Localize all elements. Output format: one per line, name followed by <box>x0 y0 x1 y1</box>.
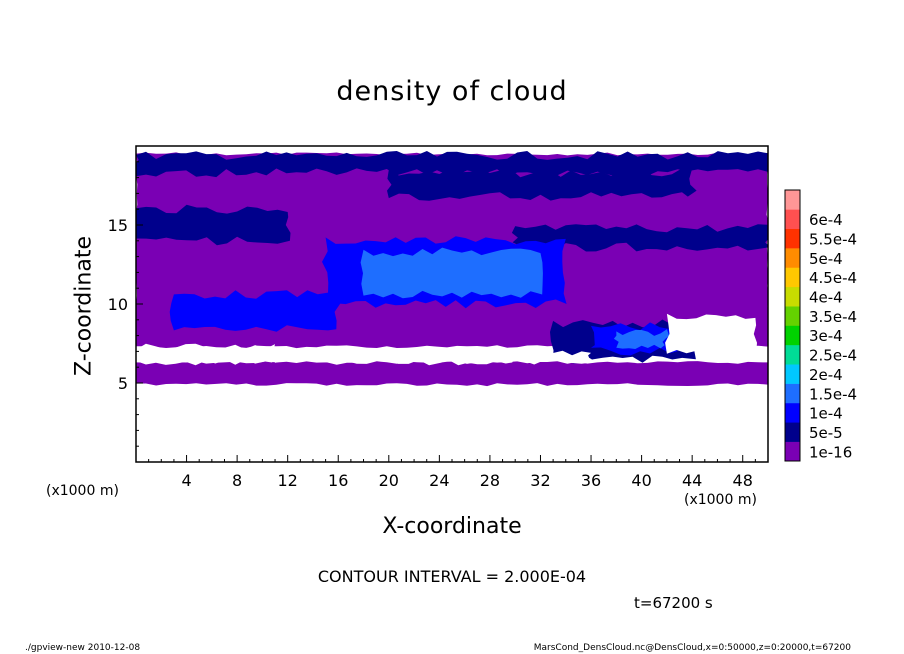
density-region <box>169 290 341 332</box>
colorbar-swatch <box>785 441 800 462</box>
density-region <box>613 329 670 349</box>
x-tick-label: 20 <box>379 471 399 490</box>
density-region <box>511 224 768 252</box>
colorbar-label: 1e-16 <box>809 443 852 461</box>
colorbar-swatch <box>785 402 800 423</box>
density-field <box>136 151 768 387</box>
colorbar-label: 2.5e-4 <box>809 347 857 365</box>
x-tick-label: 8 <box>232 471 242 490</box>
x-tick-label: 24 <box>429 471 449 490</box>
colorbar-label: 2e-4 <box>809 366 843 384</box>
colorbar-swatch <box>785 422 800 442</box>
y-tick-label: 5 <box>118 374 128 393</box>
y-axis-unit-label: (x1000 m) <box>46 483 119 499</box>
x-tick-label: 12 <box>278 471 298 490</box>
contour-interval-text: CONTOUR INTERVAL = 2.000E-04 <box>317 567 587 586</box>
clear-gap <box>275 348 442 366</box>
y-axis: 5 10 15 <box>108 161 143 447</box>
colorbar-swatch <box>785 364 800 384</box>
x-tick-label: 36 <box>581 471 601 490</box>
colorbar-frame <box>784 189 801 462</box>
colorbar-swatch <box>785 306 800 326</box>
x-axis: 4 8 12 16 20 24 28 32 36 40 44 48 <box>148 455 756 490</box>
x-tick-label: 40 <box>631 471 651 490</box>
x-axis-label: X-coordinate <box>382 514 522 539</box>
colorbar-swatch <box>785 383 800 404</box>
colorbar-label: 6e-4 <box>809 211 843 229</box>
chart-title: density of cloud <box>336 76 568 107</box>
x-tick-label: 16 <box>328 471 348 490</box>
colorbar-swatch <box>785 267 800 288</box>
colorbar-label: 1.5e-4 <box>809 385 857 403</box>
clear-gap <box>439 351 516 366</box>
y-tick-label: 15 <box>108 216 128 235</box>
colorbar-label: 5e-5 <box>809 424 843 442</box>
clear-gap <box>665 313 757 354</box>
colorbar-label: 4e-4 <box>809 288 843 306</box>
footer-program-date: ./gpview-new 2010-12-08 <box>25 643 141 653</box>
colorbar-label: 4.5e-4 <box>809 269 857 287</box>
x-tick-label: 48 <box>733 471 753 490</box>
y-axis-label: Z-coordinate <box>71 236 97 376</box>
colorbar-label: 5e-4 <box>809 250 843 268</box>
colorbar-swatch <box>785 190 800 210</box>
colorbar-label: 1e-4 <box>809 405 843 423</box>
colorbar-swatch <box>785 228 800 249</box>
footer-data-source: MarsCond_DensCloud.nc@DensCloud,x=0:5000… <box>533 643 851 653</box>
density-region <box>136 151 768 178</box>
density-region <box>136 361 768 387</box>
colorbar-swatch <box>785 209 800 230</box>
density-region <box>136 204 291 246</box>
colorbar-swatch <box>785 344 800 365</box>
x-axis-unit-label: (x1000 m) <box>684 492 757 508</box>
x-tick-label: 28 <box>480 471 500 490</box>
clear-gap <box>513 350 593 365</box>
colorbar-swatch <box>785 325 800 346</box>
density-region <box>387 168 697 201</box>
clear-gap <box>136 343 276 366</box>
x-tick-label: 44 <box>682 471 702 490</box>
colorbar-swatch <box>785 286 800 307</box>
x-tick-label: 32 <box>530 471 550 490</box>
x-tick-label: 4 <box>181 471 191 490</box>
colorbar-swatch <box>785 248 800 268</box>
clear-sky-gaps <box>136 313 757 366</box>
colorbar-label: 5.5e-4 <box>809 230 857 248</box>
time-stamp: t=67200 s <box>634 594 713 612</box>
colorbar-label: 3e-4 <box>809 327 843 345</box>
colorbar-label: 3.5e-4 <box>809 308 857 326</box>
density-region <box>360 247 543 299</box>
y-tick-label: 10 <box>108 295 128 314</box>
